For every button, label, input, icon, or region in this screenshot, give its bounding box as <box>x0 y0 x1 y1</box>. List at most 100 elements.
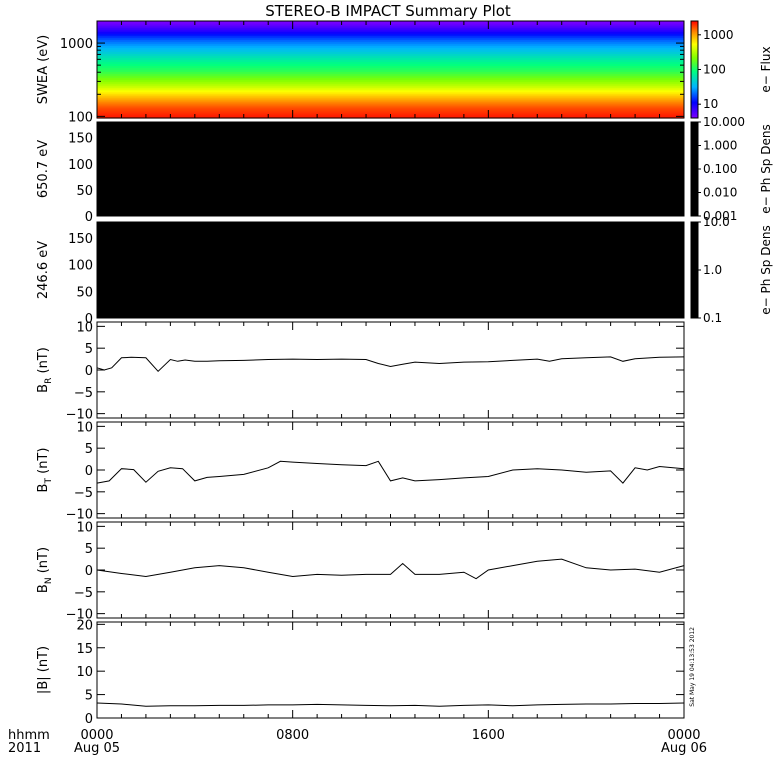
panel-frame <box>96 421 685 519</box>
colorbar-tick-label: 0.010 <box>703 186 737 200</box>
panel-pad246: 0 50 100 150 246.6 eV 0.1 1.0 10.0 e− Ph Sp Dens <box>36 215 773 327</box>
time-tick-label: 1600 <box>472 728 505 743</box>
time-format-label: hhmm <box>8 728 50 743</box>
spectrogram-band <box>97 57 684 60</box>
ytick-label: −10 <box>66 508 93 523</box>
spectrogram-band <box>97 69 684 73</box>
spectrogram-band <box>97 55 684 58</box>
panel-pad650: 0 50 100 150 650.7 eV 0.001 0.010 0.100 1.000 10.… <box>36 115 773 225</box>
series-line-bmag <box>96 702 685 707</box>
panel-bn: −10 −5 0 5 10 BN (nT) <box>36 520 685 623</box>
panel-swea: 100 1000 SWEA (eV) 10 100 1000 e− Flux <box>36 20 773 125</box>
spectrogram-band <box>97 109 684 113</box>
spectrogram-band <box>97 29 684 32</box>
yaxis-label: BN (nT) <box>36 547 54 593</box>
empty-panel-fill <box>97 122 684 216</box>
colorbar-tick-label: 100 <box>703 63 726 77</box>
spectrogram-band <box>97 35 684 38</box>
ytick-label: 0 <box>85 564 93 579</box>
spectrogram-band <box>97 61 684 65</box>
yaxis-label-main: B <box>36 484 51 493</box>
yaxis-label: BR (nT) <box>36 347 54 393</box>
colorbar-fill <box>690 20 699 119</box>
colorbar-tick-label: 0.100 <box>703 162 737 176</box>
colorbar-tick-label: 0.001 <box>703 209 737 223</box>
spectrogram-band <box>97 67 684 71</box>
colorbar-label: e− Ph Sp Dens <box>759 124 773 213</box>
yaxis-label-subscript: R <box>44 378 54 384</box>
ytick-label: −10 <box>66 408 93 423</box>
spectrogram-band <box>97 81 684 85</box>
ytick-label: −10 <box>66 608 93 623</box>
time-axis-corner: hhmm 2011 <box>8 728 50 756</box>
yaxis-label-subscript: N <box>44 577 54 584</box>
colorbar-tick-label: 1.000 <box>703 139 737 153</box>
time-tick-label: 0000 <box>80 728 113 743</box>
colorbar-tick-label: 1000 <box>703 28 734 42</box>
spectrogram-band <box>97 97 684 101</box>
colorbar-tick-label: 10.0 <box>703 215 730 229</box>
colorbar-fill <box>690 221 699 319</box>
spectrogram-band <box>97 105 684 109</box>
ytick-label: 10 <box>76 665 93 680</box>
series-line-bt <box>96 460 685 484</box>
colorbar-label: e− Ph Sp Dens <box>759 225 773 314</box>
ytick-label: 100 <box>68 259 93 274</box>
spectrogram-band <box>97 65 684 69</box>
yaxis-label-main: B <box>36 384 51 393</box>
spectrogram-band <box>97 99 684 103</box>
spectrogram-band <box>97 83 684 87</box>
spectrogram-band <box>97 91 684 95</box>
spectrogram-band <box>97 95 684 99</box>
spectrogram-band <box>97 27 684 30</box>
spectrogram-band <box>97 75 684 79</box>
spectrogram-band <box>97 59 684 63</box>
colorbar-tick-label: 10 <box>703 97 718 111</box>
ytick-label: 10 <box>76 520 93 535</box>
spectrogram-band <box>97 77 684 81</box>
ytick-label: 0 <box>85 364 93 379</box>
spectrogram-band <box>97 103 684 107</box>
panel-frame <box>96 321 685 419</box>
ytick-label: −5 <box>74 586 93 601</box>
series-line-br <box>96 356 685 373</box>
ytick-label: 0 <box>85 464 93 479</box>
yaxis-label: SWEA (eV) <box>36 35 51 104</box>
ytick-label: 5 <box>85 342 93 357</box>
spectrogram-band <box>97 33 684 36</box>
ytick-label: 20 <box>76 618 93 633</box>
colorbar-fill <box>690 121 699 217</box>
spectrogram-band <box>97 89 684 93</box>
spectrogram-band <box>97 111 684 115</box>
ytick-label: 100 <box>68 158 93 173</box>
yaxis-label-unit: (nT) <box>36 448 51 478</box>
spectrogram-band <box>97 41 684 44</box>
ytick-label: 5 <box>85 689 93 704</box>
spectrogram-band <box>97 101 684 105</box>
spectrogram-band <box>97 53 684 56</box>
yaxis-label-unit: (nT) <box>36 547 51 577</box>
time-tick-label: 0000 <box>667 728 700 743</box>
series-line-bn <box>96 558 685 580</box>
panel-br: −10 −5 0 5 10 BR (nT) <box>36 320 685 423</box>
ytick-label: 0 <box>85 210 93 225</box>
spectrogram-band <box>97 87 684 91</box>
ytick-label: 10 <box>76 420 93 435</box>
spectrogram-band <box>97 51 684 54</box>
time-tick-label: 0800 <box>276 728 309 743</box>
colorbar-tick-label: 10.000 <box>703 115 745 129</box>
ytick-label: 150 <box>68 132 93 147</box>
date-label: Aug 06 <box>661 741 707 756</box>
spectrogram-band <box>97 49 684 52</box>
spectrogram-band <box>97 85 684 89</box>
yaxis-label-unit: (nT) <box>36 347 51 377</box>
ytick-label: 1000 <box>60 37 93 52</box>
colorbar-pad246: 0.1 1.0 10.0 e− Ph Sp Dens <box>690 215 773 325</box>
spectrogram-band <box>97 43 684 46</box>
year-label: 2011 <box>8 741 41 756</box>
spectrogram-band <box>97 71 684 75</box>
yaxis-label: |B| (nT) <box>36 646 51 694</box>
colorbar-pad650: 0.001 0.010 0.100 1.000 10.000 e− Ph Sp Dens <box>690 115 773 223</box>
spectrogram-band <box>97 79 684 83</box>
